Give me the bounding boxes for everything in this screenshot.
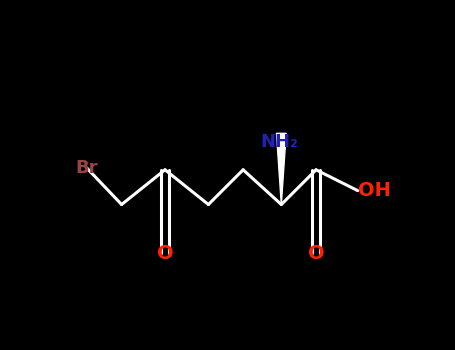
Text: NH₂: NH₂ — [261, 133, 298, 151]
Text: Br: Br — [76, 159, 98, 177]
Text: OH: OH — [358, 181, 390, 200]
Text: O: O — [157, 244, 173, 262]
Text: O: O — [308, 244, 324, 262]
Polygon shape — [277, 133, 286, 204]
